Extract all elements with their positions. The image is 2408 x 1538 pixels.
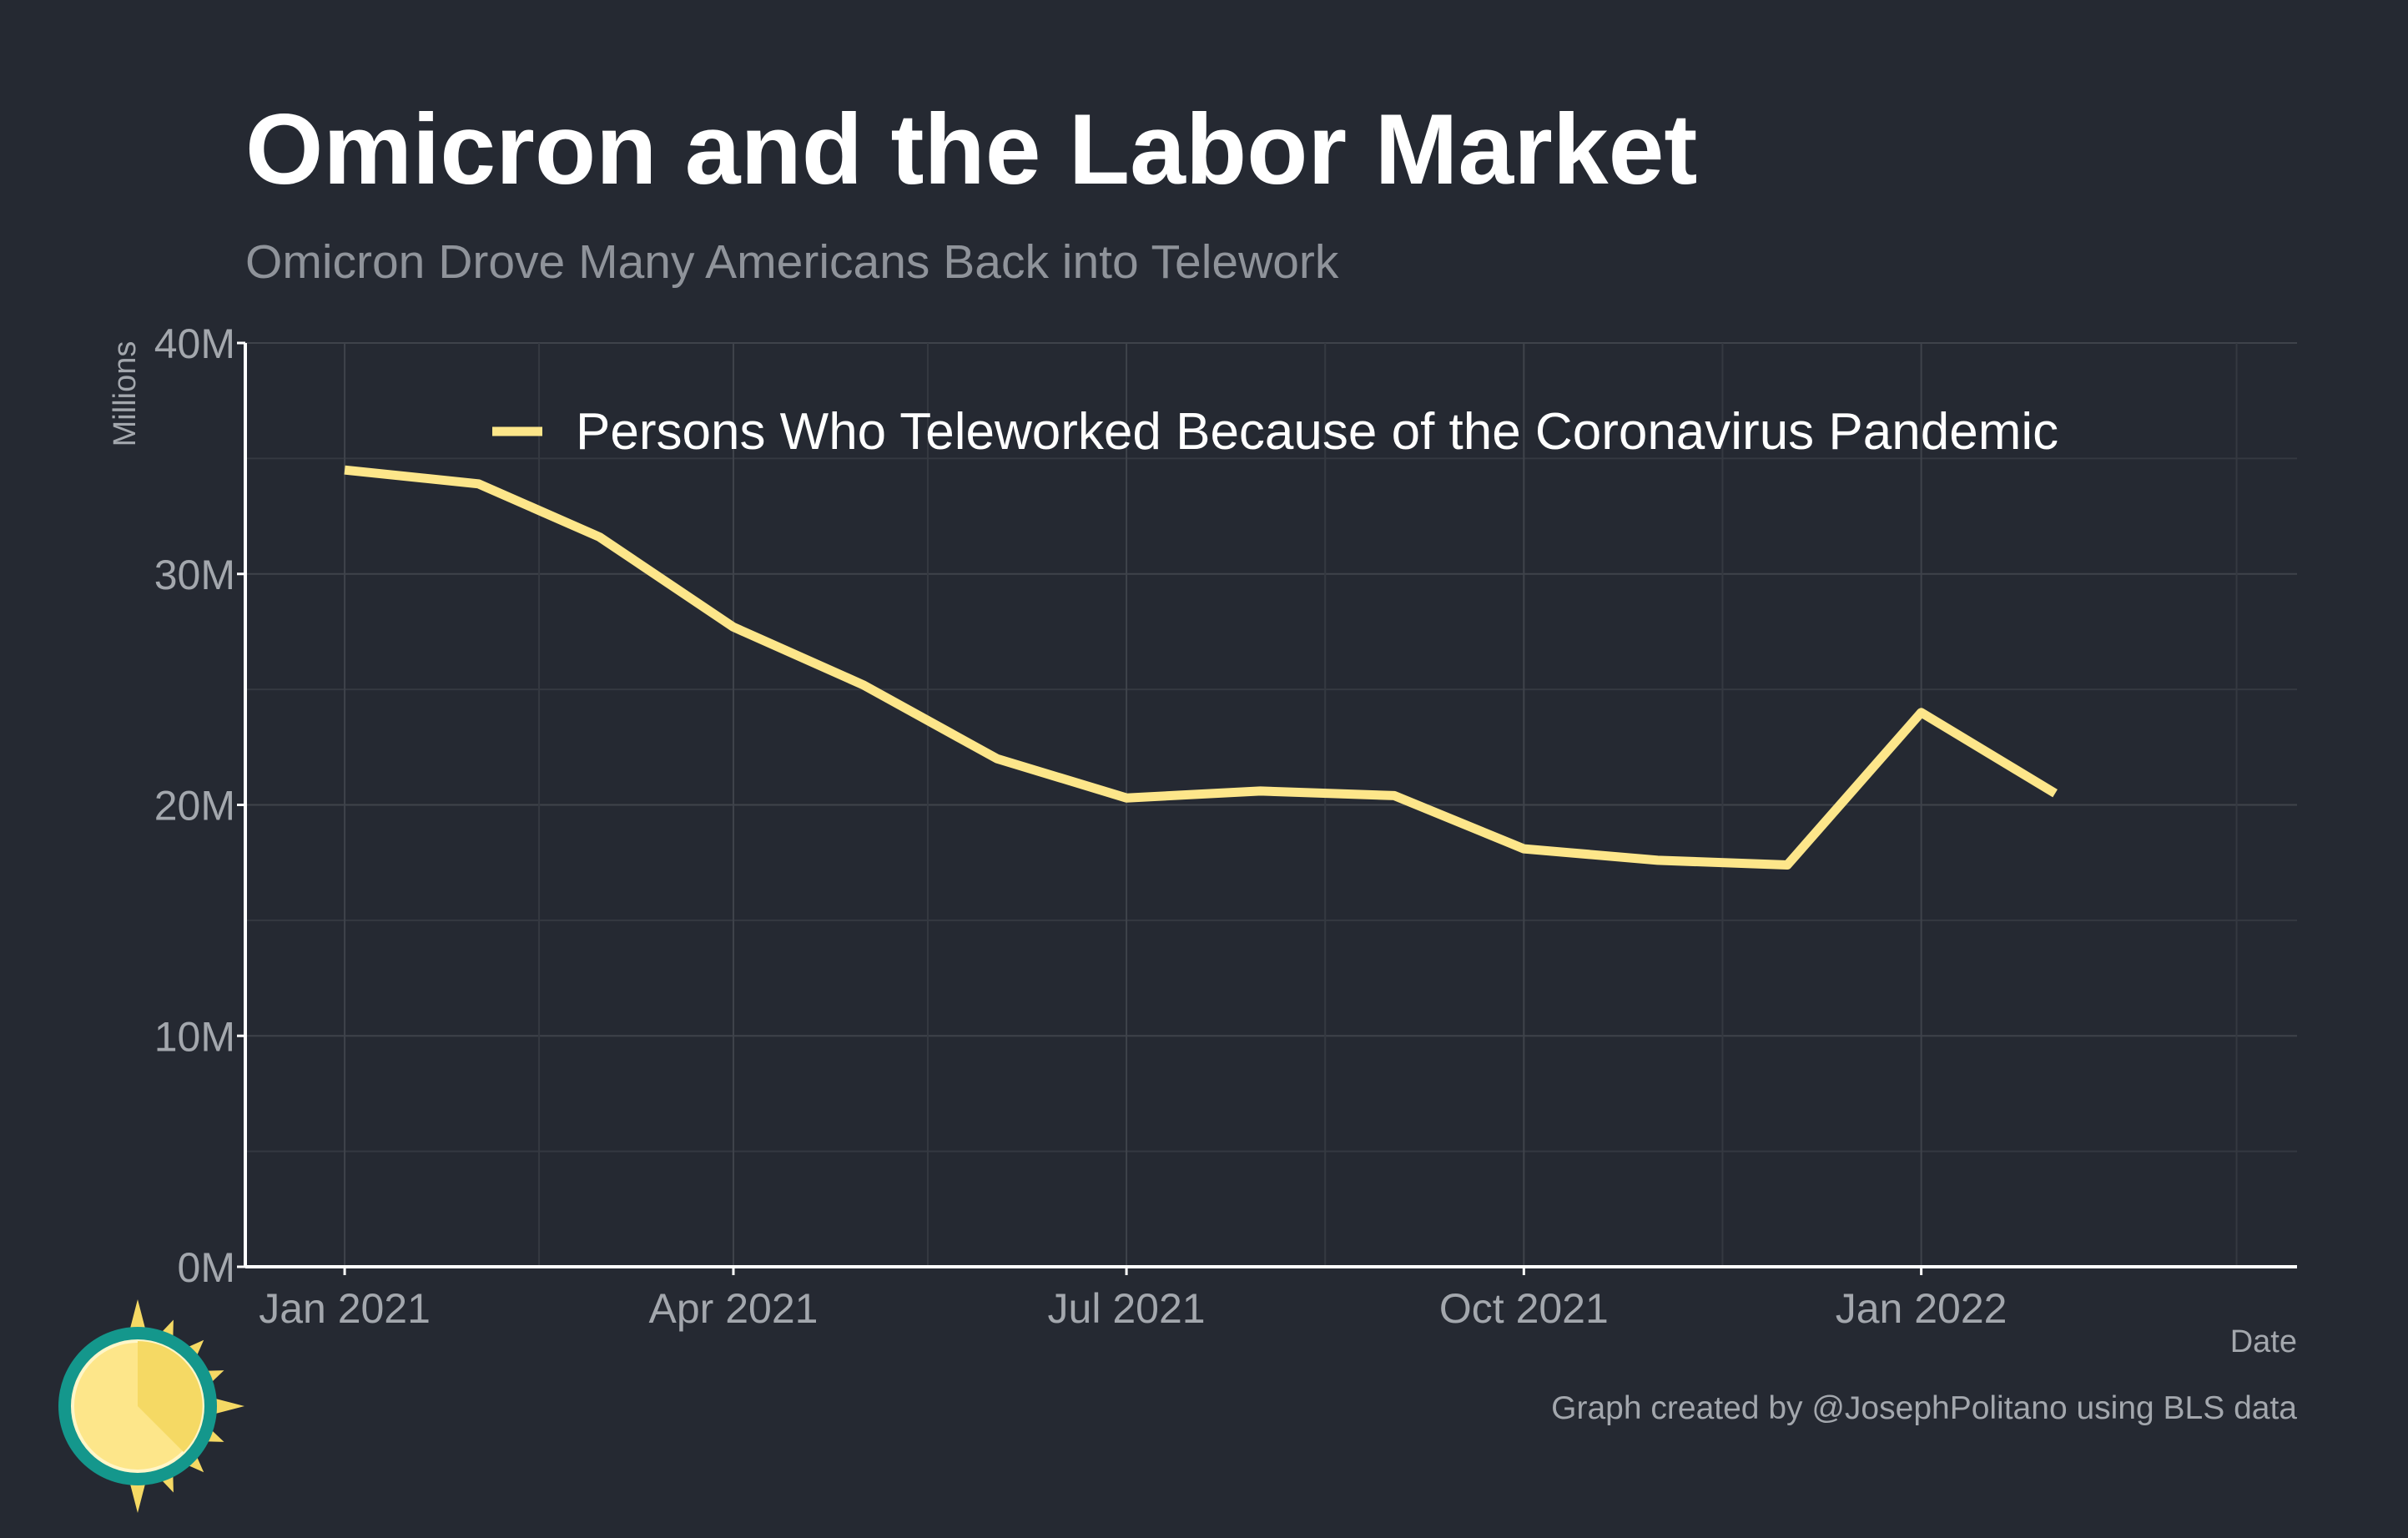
- gridlines: [245, 342, 2297, 1268]
- x-tick-label: Jan 2022: [1836, 1285, 2008, 1332]
- y-tick-label: 40M: [154, 320, 235, 367]
- x-tick-label: Jan 2021: [259, 1285, 431, 1332]
- x-tick-label: Apr 2021: [649, 1285, 819, 1332]
- x-tick-label: Jul 2021: [1048, 1285, 1206, 1332]
- x-tick-label: Oct 2021: [1439, 1285, 1609, 1332]
- series-group: [344, 465, 2058, 870]
- y-tick-label: 30M: [154, 552, 235, 598]
- logo-clock-wedge: [138, 1341, 203, 1452]
- x-axis-title: Date: [2230, 1324, 2297, 1359]
- chart-subtitle: Omicron Drove Many Americans Back into T…: [245, 235, 1339, 289]
- y-axis-ticks: 0M 10M 20M 30M 40M: [154, 320, 245, 1291]
- y-tick-label: 0M: [178, 1244, 235, 1291]
- legend-label: Persons Who Teleworked Because of the Co…: [576, 403, 2058, 461]
- y-axis-title: Millions: [108, 341, 143, 447]
- x-axis-ticks: Jan 2021 Apr 2021 Jul 2021 Oct 2021 Jan 2022: [259, 1267, 2007, 1332]
- caption: Graph created by @JosephPolitano using B…: [1551, 1390, 2297, 1426]
- chart-title: Omicron and the Labor Market: [245, 93, 1697, 205]
- y-tick-label: 10M: [154, 1013, 235, 1060]
- series-line: [344, 465, 2058, 870]
- sun-clock-logo-icon: [58, 1299, 244, 1513]
- y-tick-label: 20M: [154, 783, 235, 830]
- legend: Persons Who Teleworked Because of the Co…: [492, 403, 2058, 461]
